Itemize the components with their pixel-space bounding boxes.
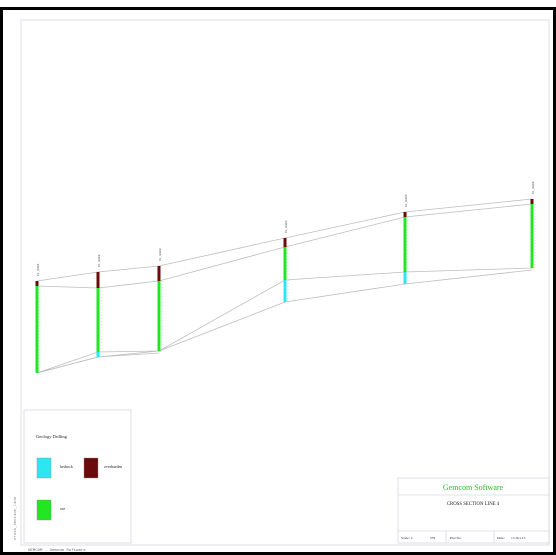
- drillhole-label: DL_0001: [37, 263, 40, 276]
- ore-interval: [35, 286, 39, 373]
- ore-interval: [96, 288, 100, 352]
- overburden-interval: [35, 281, 39, 286]
- overburden-base-line: [36, 203, 533, 289]
- bedrock-interval: [403, 272, 407, 284]
- plot-border: [20, 19, 550, 546]
- bedrock-interval: [96, 352, 100, 357]
- drillhole-label: DL_0005: [405, 194, 408, 207]
- drillhole[interactable]: DL_0003: [157, 248, 163, 351]
- title-block-box: [397, 477, 550, 544]
- legend-title: Geology Drilling: [36, 434, 68, 439]
- overburden-interval: [157, 266, 161, 281]
- legend-swatch-ore: [36, 499, 52, 521]
- legend-label-ore: ore: [60, 506, 65, 511]
- legend-label-bedrock: bedrock: [60, 464, 73, 469]
- drillhole[interactable]: DL_0004: [283, 220, 289, 302]
- footer-label: GEMCOM - Gemcom Software: [28, 548, 86, 553]
- overburden-top-line: [36, 198, 533, 282]
- drillhole[interactable]: DL_0002: [96, 254, 102, 357]
- outer-frame: [0, 7, 556, 555]
- company-name: Gemcom Software: [443, 483, 504, 492]
- date-label: Date:: [497, 536, 505, 540]
- side-label: cross_section_line: [13, 496, 18, 540]
- bedrock-top-line: [36, 267, 533, 374]
- drillhole-label: DL_0006: [532, 181, 535, 194]
- ore-interval: [530, 204, 534, 268]
- drillhole-label: DL_0004: [285, 220, 288, 233]
- overburden-interval: [530, 199, 534, 204]
- bedrock-interval: [283, 280, 287, 302]
- drawing-title: CROSS SECTION LINE 4: [447, 502, 500, 507]
- overburden-interval: [283, 238, 287, 247]
- drillhole[interactable]: DL_0006: [530, 181, 536, 270]
- legend-label-overburden: overburden: [104, 464, 122, 469]
- correlation-lines: [36, 198, 533, 374]
- scale-value: 579: [430, 536, 436, 540]
- legend: Geology Drilling bedrock overburden ore: [23, 409, 132, 544]
- legend-swatch-overburden: [83, 457, 99, 479]
- drillhole-label: DL_0002: [98, 254, 101, 267]
- date-value: 17-Oct-15: [511, 536, 526, 540]
- legend-swatch-bedrock: [36, 457, 52, 479]
- ore-interval: [403, 217, 407, 272]
- overburden-interval: [96, 272, 100, 288]
- drillhole[interactable]: DL_0001: [35, 263, 41, 373]
- ore-interval: [283, 247, 287, 280]
- title-block: Gemcom Software CROSS SECTION LINE 4 Sca…: [397, 477, 550, 544]
- ore-interval: [157, 281, 161, 351]
- drillhole[interactable]: DL_0005: [403, 194, 409, 284]
- scale-label: Scale: 1:: [401, 536, 413, 540]
- drillholes: DL_0001 DL_0002 DL_0003 DL_0004: [35, 181, 536, 373]
- overburden-interval: [403, 212, 407, 217]
- plot-number-label: Plot No.: [450, 536, 462, 540]
- drillhole-label: DL_0003: [159, 248, 162, 261]
